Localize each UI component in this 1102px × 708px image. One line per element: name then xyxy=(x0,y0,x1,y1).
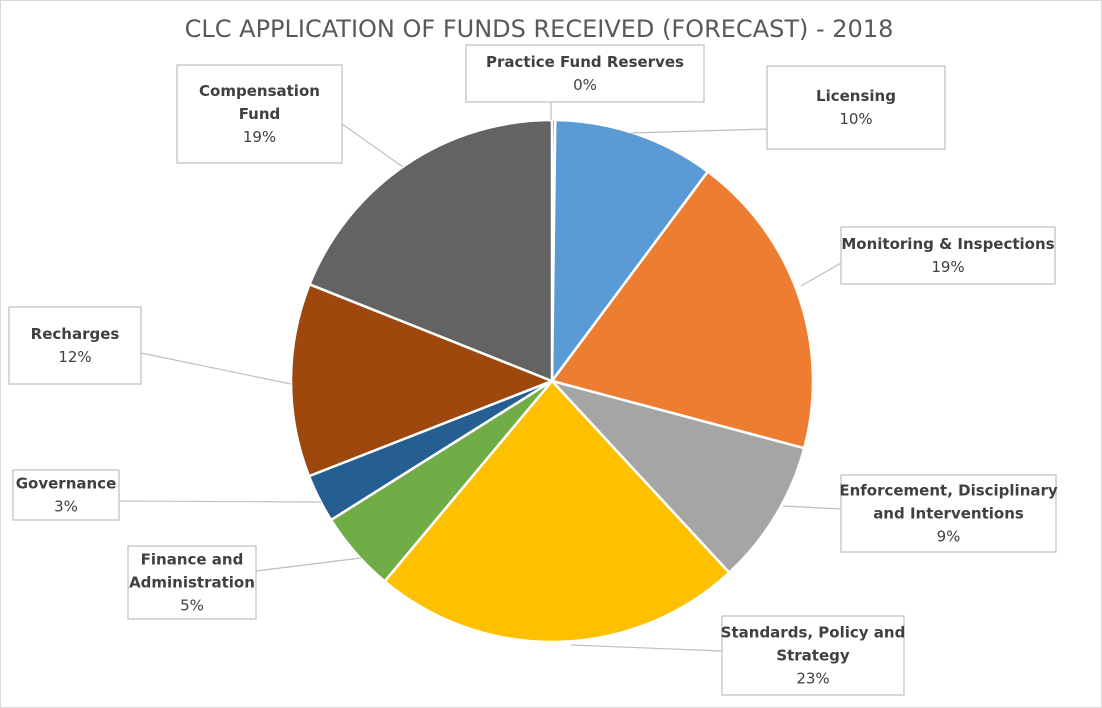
label-box-enforcement-disciplinary-and-interventions xyxy=(840,474,1057,553)
slice-monitoring-inspections xyxy=(550,170,815,450)
label-box-practice-fund-reserves xyxy=(465,44,705,103)
slice-label-monitoring-inspections: Monitoring & Inspections xyxy=(841,235,1054,253)
slice-recharges xyxy=(289,283,554,478)
label-box-recharges xyxy=(8,306,142,385)
slice-label-compensation-fund: Compensation Fund xyxy=(199,82,320,123)
slice-percent-monitoring-inspections: 19% xyxy=(931,258,964,276)
slice-percent-enforcement-disciplinary-and-interventions: 9% xyxy=(937,528,961,546)
slice-licensing xyxy=(550,118,710,383)
slice-percent-recharges: 12% xyxy=(58,348,91,366)
label-box-governance xyxy=(12,469,120,521)
data-callouts: Practice Fund Reserves 0% Licensing 10% Moni… xyxy=(8,44,1058,696)
slice-percent-governance: 3% xyxy=(54,498,78,516)
label-box-compensation-fund xyxy=(176,64,343,164)
slice-label-licensing: Licensing xyxy=(816,87,896,105)
slice-percent-practice-fund-reserves: 0% xyxy=(573,76,597,94)
leader-line-governance xyxy=(118,500,322,503)
slice-label-recharges: Recharges xyxy=(31,325,120,343)
slice-label-governance: Governance xyxy=(16,475,117,493)
slice-compensation-fund xyxy=(308,118,554,383)
slice-percent-standards-policy-and-strategy: 23% xyxy=(796,670,829,688)
leader-line-compensation-fund xyxy=(341,123,404,168)
slice-label-enforcement-disciplinary-and-interventions: Enforcement, Disciplinary and Interventio… xyxy=(839,482,1058,523)
slice-percent-finance-and-administration: 5% xyxy=(180,597,204,615)
leader-line-standards-policy-and-strategy xyxy=(570,644,723,652)
pie-slices xyxy=(289,118,815,644)
label-box-finance-and-administration xyxy=(127,545,257,620)
slice-label-practice-fund-reserves: Practice Fund Reserves xyxy=(486,53,684,71)
chart-title: CLC APPLICATION OF FUNDS RECEIVED (FOREC… xyxy=(185,15,894,43)
leader-line-recharges xyxy=(140,352,292,385)
slice-label-finance-and-administration: Finance and Administration xyxy=(129,551,255,592)
leader-line-licensing xyxy=(630,128,768,134)
slice-enforcement-disciplinary-and-interventions xyxy=(550,379,806,574)
slice-percent-compensation-fund: 19% xyxy=(243,128,276,146)
leader-line-finance-and-administration xyxy=(255,557,362,572)
label-box-monitoring-inspections xyxy=(840,226,1056,285)
leader-line-monitoring-inspections xyxy=(800,262,842,287)
label-box-licensing xyxy=(766,65,946,150)
leader-line-enforcement-disciplinary-and-interventions xyxy=(782,505,842,510)
label-box-standards-policy-and-strategy xyxy=(721,615,905,696)
slice-percent-licensing: 10% xyxy=(839,110,872,128)
slice-standards-policy-and-strategy xyxy=(383,379,731,644)
slice-label-standards-policy-and-strategy: Standards, Policy and Strategy xyxy=(721,624,906,665)
